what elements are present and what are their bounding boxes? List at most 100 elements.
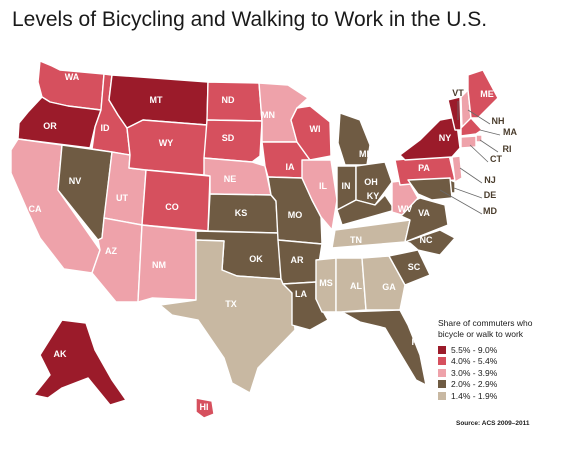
leader-line-ct [469,144,489,163]
state-label-al: AL [350,281,362,291]
state-nd [206,81,263,122]
state-label-de: DE [484,190,497,200]
state-label-id: ID [101,123,111,133]
state-label-ar: AR [291,255,304,265]
legend-swatch [438,357,446,366]
state-ny [399,116,461,161]
leader-line-de [453,187,483,199]
state-label-mt: MT [150,95,163,105]
state-tx [159,239,296,394]
state-label-nv: NV [69,176,82,186]
state-label-me: ME [480,89,494,99]
state-or [17,96,102,149]
state-label-co: CO [165,202,179,212]
state-label-ri: RI [503,144,512,154]
state-nj [451,155,463,183]
state-ak [33,319,127,406]
state-il [301,159,338,231]
state-label-ia: IA [286,162,296,172]
legend-item: 3.0% - 3.9% [438,367,578,379]
state-label-az: AZ [105,246,117,256]
state-nc [404,229,456,256]
state-label-or: OR [43,121,57,131]
state-label-nc: NC [420,235,433,245]
state-sd [203,119,263,163]
state-label-ne: NE [224,174,237,184]
state-label-wv: WV [398,204,413,214]
state-label-nd: ND [222,95,235,105]
state-label-tx: TX [225,299,237,309]
legend-item: 2.0% - 2.9% [438,379,578,391]
state-label-il: IL [319,181,328,191]
state-me [467,69,499,119]
legend-swatch [438,380,446,389]
legend-swatch [438,345,446,354]
state-ky [336,194,396,226]
state-label-nm: NM [152,260,166,270]
legend-label: 2.0% - 2.9% [451,379,498,390]
state-fl [341,309,427,386]
state-label-tn: TN [350,235,362,245]
legend-label: 4.0% - 5.4% [451,356,498,367]
legend-label: 5.5% - 9.0% [451,344,498,355]
state-ga [361,255,406,311]
state-label-ma: MA [503,127,517,137]
state-label-ms: MS [319,278,333,288]
legend-item: 4.0% - 5.4% [438,356,578,368]
legend: Share of commuters who bicycle or walk t… [438,318,578,402]
state-label-va: VA [418,208,430,218]
state-ne [203,157,272,196]
state-label-in: IN [342,181,351,191]
state-ct [460,135,477,149]
state-label-nj: NJ [484,175,496,185]
state-label-ks: KS [235,208,248,218]
legend-item: 1.4% - 1.9% [438,390,578,402]
state-label-wi: WI [310,124,321,134]
state-label-md: MD [483,206,497,216]
legend-swatch [438,368,446,377]
legend-item: 5.5% - 9.0% [438,344,578,356]
state-hi [195,397,215,419]
state-nm [137,224,199,303]
state-label-vt: VT [452,88,464,98]
map-title: Levels of Bicycling and Walking to Work … [12,8,488,31]
legend-swatch [438,391,446,400]
state-label-mi: MI [359,149,369,159]
state-label-ga: GA [382,282,396,292]
source-note: Source: ACS 2009–2011 [456,420,530,427]
state-label-nh: NH [492,116,505,126]
leader-line-nj [459,167,483,184]
state-wi [290,105,332,161]
state-label-pa: PA [418,163,430,173]
state-label-sd: SD [222,133,235,143]
state-label-fl: FL [412,337,423,347]
state-label-ky: KY [367,191,380,201]
state-sc [388,249,431,286]
leader-line-ri [479,139,499,153]
leader-line-ma [479,129,501,136]
legend-label: 3.0% - 3.9% [451,367,498,378]
legend-title-line2: bicycle or walk to work [438,329,524,339]
state-label-mn: MN [261,110,275,120]
state-label-ny: NY [439,133,452,143]
state-label-ca: CA [29,204,42,214]
state-label-sc: SC [408,262,421,272]
state-label-hi: HI [200,402,209,412]
state-md [407,177,453,201]
legend-label: 1.4% - 1.9% [451,390,498,401]
state-label-ak: AK [54,349,67,359]
state-co [141,169,211,232]
legend-title-line1: Share of commuters who [438,318,533,328]
legend-title: Share of commuters who bicycle or walk t… [438,318,578,340]
state-label-ct: CT [490,154,502,164]
state-label-oh: OH [364,177,378,187]
state-oh [355,161,393,206]
leader-line-md [439,189,483,215]
state-label-wy: WY [159,138,174,148]
state-ms [315,257,337,313]
state-label-ut: UT [116,193,128,203]
state-label-ok: OK [249,254,263,264]
state-label-wa: WA [65,72,80,82]
leader-line-nh [467,109,491,125]
